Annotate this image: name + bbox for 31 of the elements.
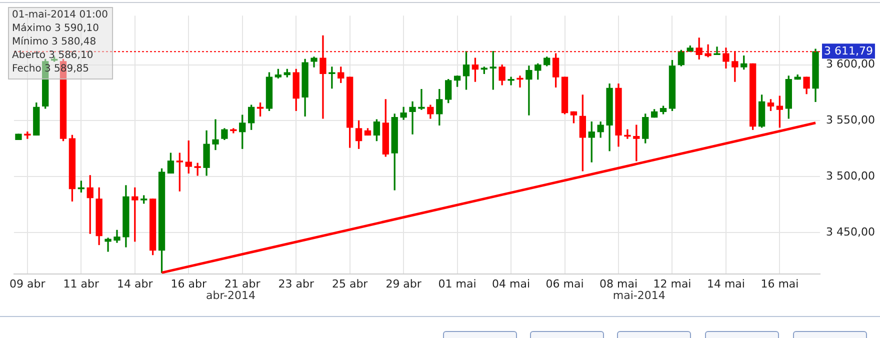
x-tick-label: 25 abr — [332, 277, 368, 290]
x-tick-label: 08 mai — [599, 277, 638, 290]
candlestick — [104, 238, 112, 252]
x-tick-label: 04 mai — [492, 277, 530, 290]
x-tick-label: 01 mai — [438, 277, 476, 290]
x-tick-label: 29 abr — [386, 277, 422, 290]
candlestick — [212, 119, 219, 150]
ref-line-label: 3 611,79 — [824, 44, 873, 58]
annotation: 01-mai-2014 01:00 — [12, 10, 108, 21]
x-tick-label: 14 abr — [117, 277, 154, 290]
y-tick-label: 3 550,00 — [826, 114, 875, 127]
x-tick-label: 06 mai — [546, 277, 584, 290]
annotation: Aberto 3 586,10 — [12, 50, 94, 62]
text: mai-2014 — [612, 289, 666, 302]
y-tick-label: 3 500,00 — [826, 169, 875, 182]
x-tick-label: 09 abr — [10, 277, 46, 290]
x-tick-label: 11 abr — [63, 277, 100, 290]
candlestick — [526, 66, 532, 116]
x-tick-label: 12 mai — [653, 277, 692, 290]
x-tick-label: 16 abr — [170, 277, 207, 290]
annotation: Máximo 3 590,10 — [12, 23, 100, 34]
candlestick — [409, 101, 416, 134]
candlestick — [508, 76, 514, 86]
y-tick-label: 3 450,00 — [826, 225, 875, 238]
x-tick-label: 14 mai — [706, 277, 745, 290]
x-tick-label: 21 abr — [224, 277, 261, 290]
x-tick-label: 23 abr — [278, 277, 314, 290]
y-tick-label: 3 600,00 — [826, 58, 875, 71]
text: abr-2014 — [206, 289, 256, 302]
x-tick-label: 16 mai — [760, 277, 799, 290]
annotation: Mínimo 3 580,48 — [12, 36, 96, 48]
